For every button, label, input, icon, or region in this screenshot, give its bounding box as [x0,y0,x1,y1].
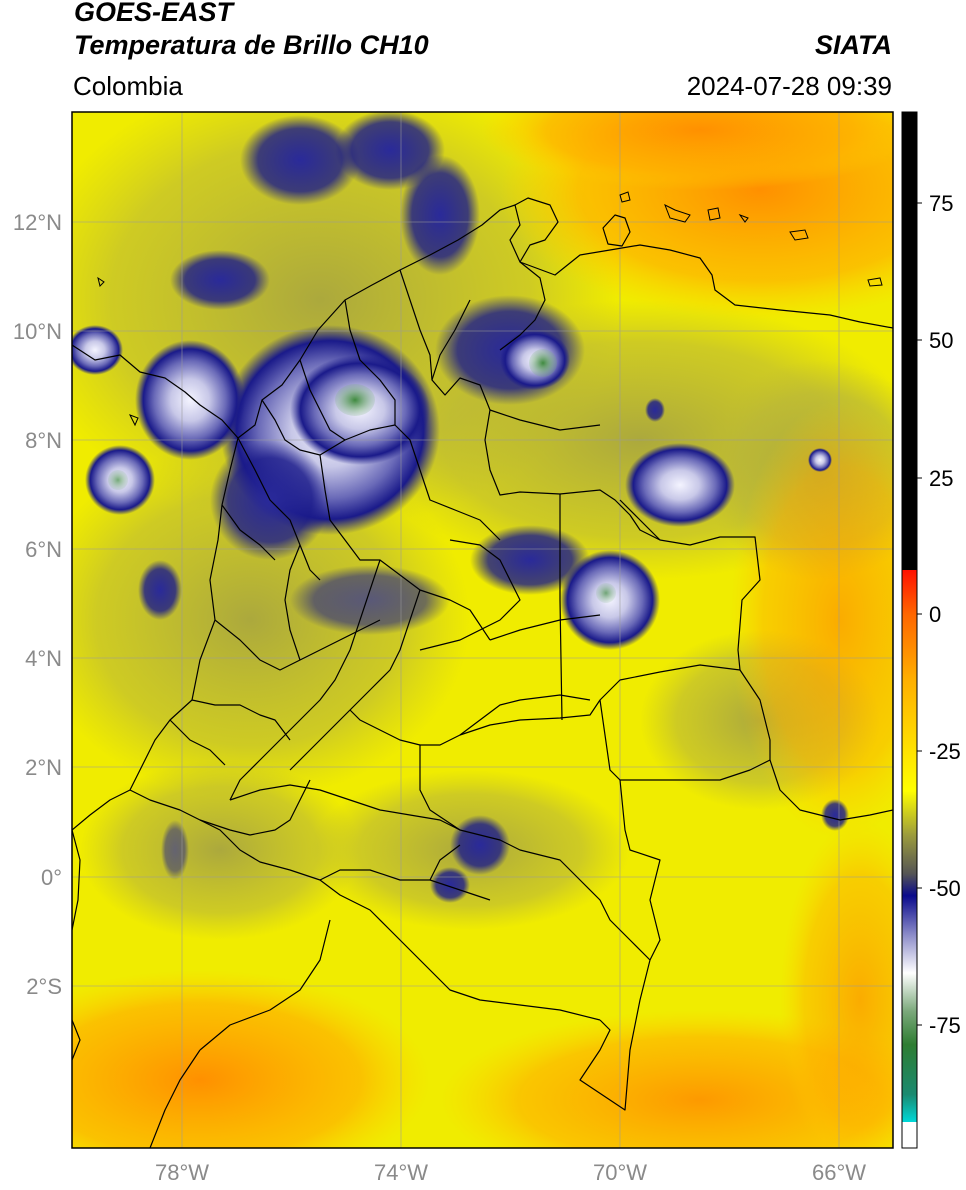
colorbar-tick: 0 [929,602,941,627]
latitude-axis: 12°N 10°N 8°N 6°N 4°N 2°N 0° 2°S [13,210,62,999]
region-label: Colombia [73,71,183,101]
lat-tick: 4°N [25,646,62,671]
datetime-label: 2024-07-28 09:39 [686,71,892,101]
colorbar-frame [901,111,918,1149]
graticule [72,112,893,1148]
lon-tick: 74°W [374,1160,428,1185]
title-product: Temperatura de Brillo CH10 [74,30,429,60]
lat-tick: 8°N [25,428,62,453]
colorbar-tick: -75 [929,1013,961,1038]
lat-tick: 0° [41,865,62,890]
lon-tick: 78°W [155,1160,209,1185]
lat-tick: 12°N [13,210,62,235]
colorbar: 75 50 25 0 -25 -50 -75 [901,111,961,1149]
lon-tick: 70°W [593,1160,647,1185]
colorbar-gradient [902,570,917,1122]
colorbar-above-range [902,112,917,570]
colorbar-tick: -25 [929,739,961,764]
colorbar-tick: 50 [929,328,953,353]
longitude-axis: 78°W 74°W 70°W 66°W [155,1160,866,1185]
lat-tick: 2°S [26,974,62,999]
lat-tick: 6°N [25,537,62,562]
brightness-temperature-field [72,112,893,1148]
colorbar-tick: 75 [929,191,953,216]
islands [97,191,883,427]
lon-tick: 66°W [812,1160,866,1185]
title-satellite: GOES-EAST [74,0,234,27]
lat-tick: 10°N [13,319,62,344]
colorbar-tick: -50 [929,876,961,901]
map-frame [71,111,894,1149]
political-borders [72,197,893,1148]
lat-tick: 2°N [25,755,62,780]
colorbar-below-range [902,1122,917,1148]
colorbar-tick: 25 [929,466,953,491]
organization-label: SIATA [815,30,892,60]
